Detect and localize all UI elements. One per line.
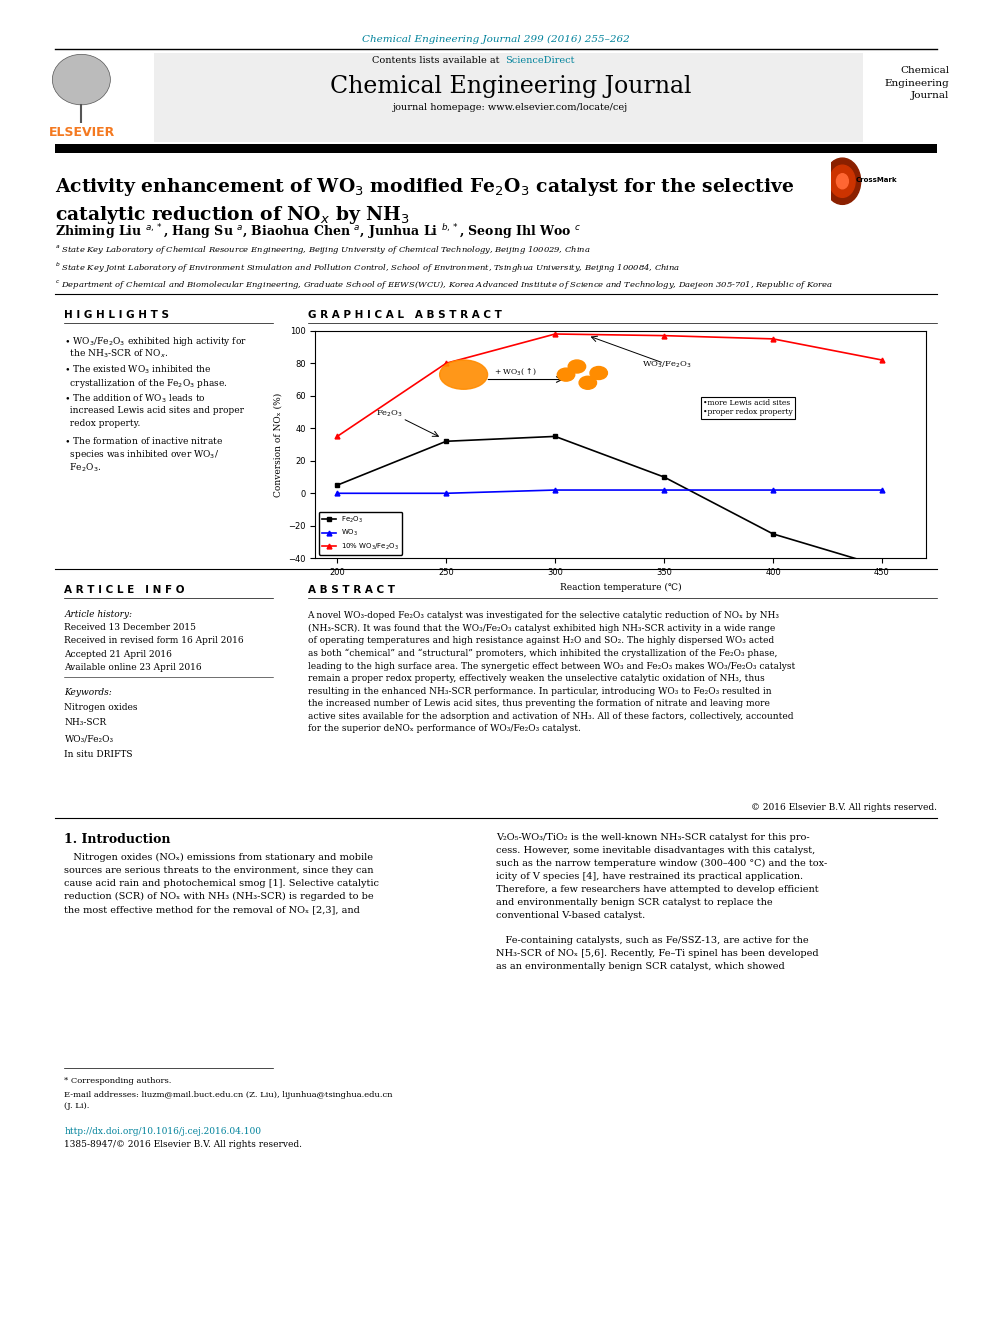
Text: $\bullet$ The formation of inactive nitrate: $\bullet$ The formation of inactive nitr… (64, 435, 223, 446)
Text: Keywords:: Keywords: (64, 688, 112, 697)
Circle shape (590, 366, 607, 380)
Text: Contents lists available at: Contents lists available at (372, 56, 503, 65)
Text: E-mail addresses: liuzm@mail.buct.edu.cn (Z. Liu), lijunhua@tsinghua.edu.cn
(J. : E-mail addresses: liuzm@mail.buct.edu.cn… (64, 1091, 393, 1110)
Text: the NH$_3$-SCR of NO$_x$.: the NH$_3$-SCR of NO$_x$. (64, 348, 169, 360)
Fe$_2$O$_3$ (767, 527, 779, 542)
WO$_3$ (550, 482, 561, 497)
Text: © 2016 Elsevier B.V. All rights reserved.: © 2016 Elsevier B.V. All rights reserved… (752, 803, 937, 812)
WO$_3$ (876, 482, 888, 497)
Legend: Fe$_2$O$_3$, WO$_3$, 10% WO$_3$/Fe$_2$O$_3$: Fe$_2$O$_3$, WO$_3$, 10% WO$_3$/Fe$_2$O$… (319, 512, 402, 554)
10% WO$_3$/Fe$_2$O$_3$ (331, 429, 343, 445)
Line: 10% WO$_3$/Fe$_2$O$_3$: 10% WO$_3$/Fe$_2$O$_3$ (335, 332, 885, 439)
10% WO$_3$/Fe$_2$O$_3$ (876, 352, 888, 368)
Text: $^b$ State Key Joint Laboratory of Environment Simulation and Pollution Control,: $^b$ State Key Joint Laboratory of Envir… (55, 261, 680, 275)
Text: $^c$ Department of Chemical and Biomolecular Engineering, Graduate School of EEW: $^c$ Department of Chemical and Biomolec… (55, 278, 832, 291)
Text: H I G H L I G H T S: H I G H L I G H T S (64, 310, 170, 320)
Text: •more Lewis acid sites
•proper redox property: •more Lewis acid sites •proper redox pro… (703, 400, 793, 417)
Fe$_2$O$_3$ (658, 470, 670, 486)
Text: Available online 23 April 2016: Available online 23 April 2016 (64, 663, 202, 672)
Text: Accepted 21 April 2016: Accepted 21 April 2016 (64, 650, 173, 659)
Text: Received in revised form 16 April 2016: Received in revised form 16 April 2016 (64, 636, 244, 646)
Line: WO$_3$: WO$_3$ (335, 488, 885, 496)
Text: Received 13 December 2015: Received 13 December 2015 (64, 623, 196, 632)
Text: http://dx.doi.org/10.1016/j.cej.2016.04.100: http://dx.doi.org/10.1016/j.cej.2016.04.… (64, 1127, 262, 1136)
Circle shape (836, 173, 848, 189)
Text: V₂O₅-WO₃/TiO₂ is the well-known NH₃-SCR catalyst for this pro-
cess. However, so: V₂O₅-WO₃/TiO₂ is the well-known NH₃-SCR … (496, 833, 827, 971)
WO$_3$ (767, 482, 779, 497)
Text: Article history:: Article history: (64, 610, 133, 619)
Text: WO$_3$/Fe$_2$O$_3$: WO$_3$/Fe$_2$O$_3$ (642, 360, 691, 370)
Ellipse shape (53, 54, 110, 105)
Text: species was inhibited over WO$_3$/: species was inhibited over WO$_3$/ (64, 448, 220, 462)
Circle shape (558, 368, 574, 381)
Text: Fe$_2$O$_3$: Fe$_2$O$_3$ (376, 409, 404, 419)
Text: 1385-8947/© 2016 Elsevier B.V. All rights reserved.: 1385-8947/© 2016 Elsevier B.V. All right… (64, 1140, 303, 1150)
Text: In situ DRIFTS: In situ DRIFTS (64, 750, 133, 759)
Text: $\bullet$ The addition of WO$_3$ leads to: $\bullet$ The addition of WO$_3$ leads t… (64, 393, 206, 405)
10% WO$_3$/Fe$_2$O$_3$ (658, 328, 670, 344)
Text: WO₃/Fe₂O₃: WO₃/Fe₂O₃ (64, 734, 114, 744)
WO$_3$ (440, 486, 452, 501)
Fe$_2$O$_3$ (550, 429, 561, 445)
Text: Chemical
Engineering
Journal: Chemical Engineering Journal (885, 66, 949, 101)
Fe$_2$O$_3$ (331, 478, 343, 493)
Text: G R A P H I C A L   A B S T R A C T: G R A P H I C A L A B S T R A C T (308, 310, 501, 320)
Text: * Corresponding authors.: * Corresponding authors. (64, 1077, 172, 1085)
Text: $\bullet$ The existed WO$_3$ inhibited the: $\bullet$ The existed WO$_3$ inhibited t… (64, 364, 212, 376)
Text: A R T I C L E   I N F O: A R T I C L E I N F O (64, 585, 185, 595)
Ellipse shape (439, 360, 488, 389)
Text: journal homepage: www.elsevier.com/locate/cej: journal homepage: www.elsevier.com/locat… (393, 103, 629, 112)
Text: Chemical Engineering Journal 299 (2016) 255–262: Chemical Engineering Journal 299 (2016) … (362, 34, 630, 44)
Circle shape (579, 376, 596, 389)
Text: Activity enhancement of WO$_3$ modified Fe$_2$O$_3$ catalyst for the selective
c: Activity enhancement of WO$_3$ modified … (55, 176, 794, 226)
Text: + WO$_3$($\uparrow$): + WO$_3$($\uparrow$) (494, 365, 538, 377)
Text: A B S T R A C T: A B S T R A C T (308, 585, 395, 595)
Text: 1. Introduction: 1. Introduction (64, 833, 171, 847)
Text: Nitrogen oxides (NOₓ) emissions from stationary and mobile
sources are serious t: Nitrogen oxides (NOₓ) emissions from sta… (64, 853, 380, 914)
Circle shape (824, 159, 861, 204)
Line: Fe$_2$O$_3$: Fe$_2$O$_3$ (335, 434, 885, 569)
10% WO$_3$/Fe$_2$O$_3$ (440, 356, 452, 372)
WO$_3$ (331, 486, 343, 501)
Text: crystallization of the Fe$_2$O$_3$ phase.: crystallization of the Fe$_2$O$_3$ phase… (64, 377, 228, 390)
Fe$_2$O$_3$ (876, 558, 888, 574)
Text: Fe$_2$O$_3$.: Fe$_2$O$_3$. (64, 462, 102, 474)
Text: NH₃-SCR: NH₃-SCR (64, 718, 106, 728)
X-axis label: Reaction temperature (℃): Reaction temperature (℃) (559, 582, 682, 591)
Text: Zhiming Liu $^{a,*}$, Hang Su $^a$, Biaohua Chen $^a$, Junhua Li $^{b,*}$, Seong: Zhiming Liu $^{a,*}$, Hang Su $^a$, Biao… (55, 222, 581, 241)
Text: Chemical Engineering Journal: Chemical Engineering Journal (330, 75, 691, 98)
Text: $^a$ State Key Laboratory of Chemical Resource Engineering, Beijing University o: $^a$ State Key Laboratory of Chemical Re… (55, 243, 590, 257)
Text: ScienceDirect: ScienceDirect (505, 56, 574, 65)
WO$_3$ (658, 482, 670, 497)
Fe$_2$O$_3$ (440, 434, 452, 450)
Text: Nitrogen oxides: Nitrogen oxides (64, 703, 138, 712)
Circle shape (568, 360, 585, 373)
Text: A novel WO₃-doped Fe₂O₃ catalyst was investigated for the selective catalytic re: A novel WO₃-doped Fe₂O₃ catalyst was inv… (308, 611, 795, 733)
Text: redox property.: redox property. (64, 419, 141, 429)
Text: CrossMark: CrossMark (856, 177, 898, 184)
10% WO$_3$/Fe$_2$O$_3$ (767, 331, 779, 347)
Text: $\bullet$ WO$_3$/Fe$_2$O$_3$ exhibited high activity for: $\bullet$ WO$_3$/Fe$_2$O$_3$ exhibited h… (64, 335, 247, 348)
Circle shape (829, 165, 855, 197)
10% WO$_3$/Fe$_2$O$_3$ (550, 325, 561, 341)
Text: ELSEVIER: ELSEVIER (50, 126, 115, 139)
Y-axis label: Conversion of NOₓ (%): Conversion of NOₓ (%) (274, 393, 283, 496)
Text: increased Lewis acid sites and proper: increased Lewis acid sites and proper (64, 406, 244, 415)
